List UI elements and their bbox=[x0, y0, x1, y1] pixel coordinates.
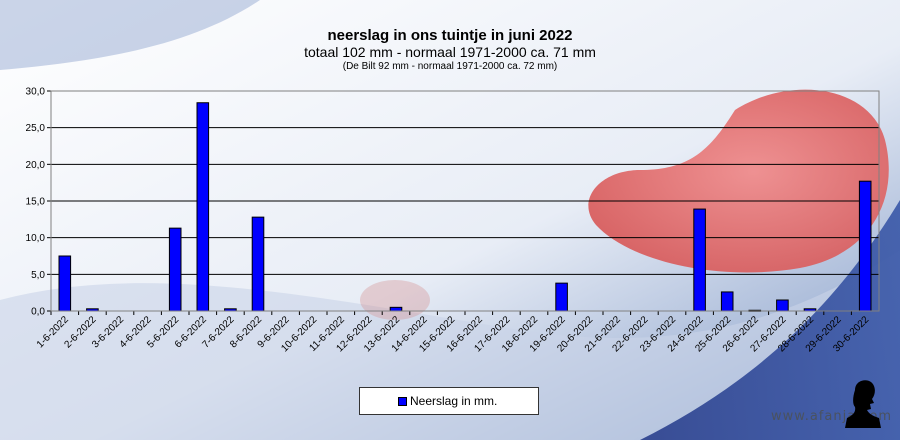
x-axis-ticks: 1-6-20222-6-20223-6-20224-6-20225-6-2022… bbox=[35, 311, 872, 354]
chart-subtitle: totaal 102 mm - normaal 1971-2000 ca. 71… bbox=[304, 44, 596, 60]
legend: Neerslag in mm. bbox=[359, 387, 539, 415]
y-tick-label: 0,0 bbox=[31, 307, 45, 318]
bar-25-6-2022 bbox=[720, 291, 734, 312]
bar-5-6-2022 bbox=[168, 227, 182, 312]
legend-swatch bbox=[398, 396, 407, 406]
bar-8-6-2022 bbox=[251, 216, 265, 312]
y-tick-label: 10,0 bbox=[26, 233, 46, 244]
bar-27-6-2022 bbox=[776, 299, 789, 312]
bar-13-6-2022 bbox=[389, 306, 403, 312]
y-tick-label: 5,0 bbox=[31, 270, 45, 281]
chart-title: neerslag in ons tuintje in juni 2022 bbox=[327, 27, 573, 44]
y-tick-label: 20,0 bbox=[26, 160, 46, 171]
y-tick-label: 25,0 bbox=[26, 123, 46, 134]
plot-frame bbox=[50, 90, 880, 312]
gridlines bbox=[51, 127, 879, 275]
bar-19-6-2022 bbox=[555, 282, 568, 312]
chart-note: (De Bilt 92 mm - normaal 1971-2000 ca. 7… bbox=[342, 61, 558, 72]
bar-24-6-2022 bbox=[693, 208, 706, 312]
y-tick-label: 30,0 bbox=[26, 87, 46, 98]
y-tick-label: 15,0 bbox=[26, 197, 46, 208]
bar-30-6-2022 bbox=[858, 180, 872, 312]
legend-label: Neerslag in mm. bbox=[410, 394, 498, 408]
bars bbox=[58, 102, 872, 312]
y-axis-ticks: 0,0 5,0 10,0 15,0 20,0 25,0 30,0 bbox=[26, 87, 51, 318]
silhouette-logo-icon bbox=[845, 380, 881, 428]
bar-1-6-2022 bbox=[58, 255, 72, 312]
bar-6-6-2022 bbox=[196, 102, 210, 312]
